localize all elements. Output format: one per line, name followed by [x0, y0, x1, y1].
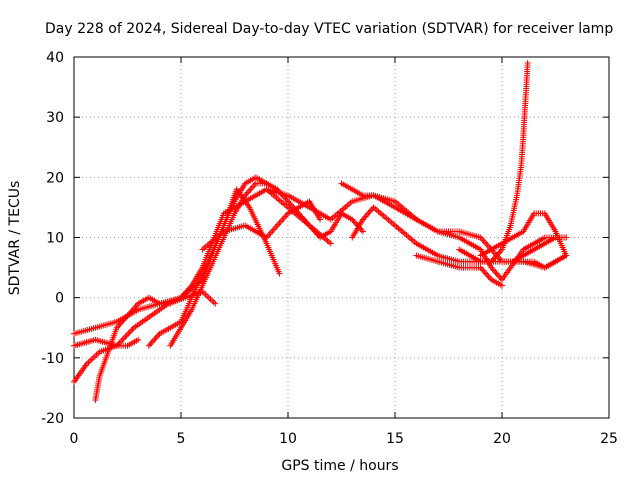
y-tick-label: -20 — [41, 411, 64, 427]
data-point — [122, 333, 129, 340]
series-track-1 — [71, 186, 283, 337]
x-axis-label: GPS time / hours — [281, 458, 398, 474]
data-point — [496, 273, 503, 280]
series-track-15 — [477, 210, 570, 259]
data-point — [366, 208, 373, 215]
data-point — [499, 282, 505, 289]
data-point — [152, 335, 159, 342]
data-point — [147, 341, 154, 348]
data-points — [71, 60, 570, 403]
y-axis-label: SDTVAR / TECUs — [7, 181, 23, 296]
axis-ticks — [73, 56, 610, 419]
data-point — [485, 273, 492, 280]
data-point — [563, 234, 570, 241]
data-point — [482, 270, 489, 277]
data-point — [317, 216, 324, 223]
data-point — [493, 270, 500, 277]
data-point — [135, 336, 142, 343]
y-tick-label: 40 — [46, 50, 64, 66]
x-tick-label: 0 — [70, 431, 79, 447]
data-point — [129, 326, 136, 333]
data-point — [212, 300, 219, 307]
data-point — [247, 186, 254, 193]
x-tick-label: 5 — [177, 431, 186, 447]
series-track-7 — [199, 198, 324, 253]
data-point — [148, 339, 155, 346]
x-tick-label: 15 — [386, 431, 404, 447]
data-point — [481, 269, 488, 276]
series-track-6 — [167, 180, 366, 349]
data-point — [563, 252, 570, 259]
data-point — [327, 240, 334, 247]
data-point — [492, 269, 499, 276]
data-point — [145, 342, 152, 349]
series-track-14 — [499, 252, 570, 271]
series-track-9 — [338, 180, 505, 265]
data-point — [524, 60, 531, 67]
data-point — [494, 272, 501, 279]
data-point — [123, 332, 130, 339]
y-tick-labels: -20 -10 0 10 20 30 40 — [41, 50, 64, 427]
data-point — [125, 330, 132, 337]
data-point — [248, 184, 255, 191]
data-point — [128, 327, 135, 334]
grid — [74, 57, 609, 418]
series-track-12 — [456, 60, 531, 265]
data-point — [246, 187, 253, 194]
series-track-2 — [71, 288, 219, 385]
data-point — [149, 338, 156, 345]
series-track-11 — [413, 252, 505, 289]
data-point — [120, 335, 127, 342]
x-tick-label: 20 — [493, 431, 511, 447]
data-point — [244, 189, 251, 196]
data-point — [359, 228, 366, 235]
data-point — [484, 272, 491, 279]
x-tick-labels: 0 5 10 15 20 25 — [70, 431, 618, 447]
y-tick-label: 30 — [46, 110, 64, 126]
data-point — [251, 181, 258, 188]
data-point — [153, 333, 160, 340]
data-point — [490, 267, 497, 274]
data-point — [363, 211, 370, 218]
data-point — [276, 270, 283, 277]
data-point — [478, 266, 485, 273]
data-point — [365, 210, 372, 217]
data-point — [480, 267, 487, 274]
data-point — [151, 336, 158, 343]
data-point — [119, 336, 126, 343]
y-tick-label: 20 — [46, 170, 64, 186]
data-point — [362, 213, 369, 220]
series-track-3 — [71, 336, 142, 349]
data-point — [250, 183, 257, 190]
data-point — [126, 329, 133, 336]
series-track-4 — [92, 186, 334, 403]
x-tick-label: 10 — [279, 431, 297, 447]
chart-title: Day 228 of 2024, Sidereal Day-to-day VTE… — [45, 21, 613, 37]
y-tick-label: 0 — [55, 291, 64, 307]
y-tick-label: -10 — [41, 351, 64, 367]
y-tick-label: 10 — [46, 231, 64, 247]
x-tick-label: 25 — [600, 431, 618, 447]
